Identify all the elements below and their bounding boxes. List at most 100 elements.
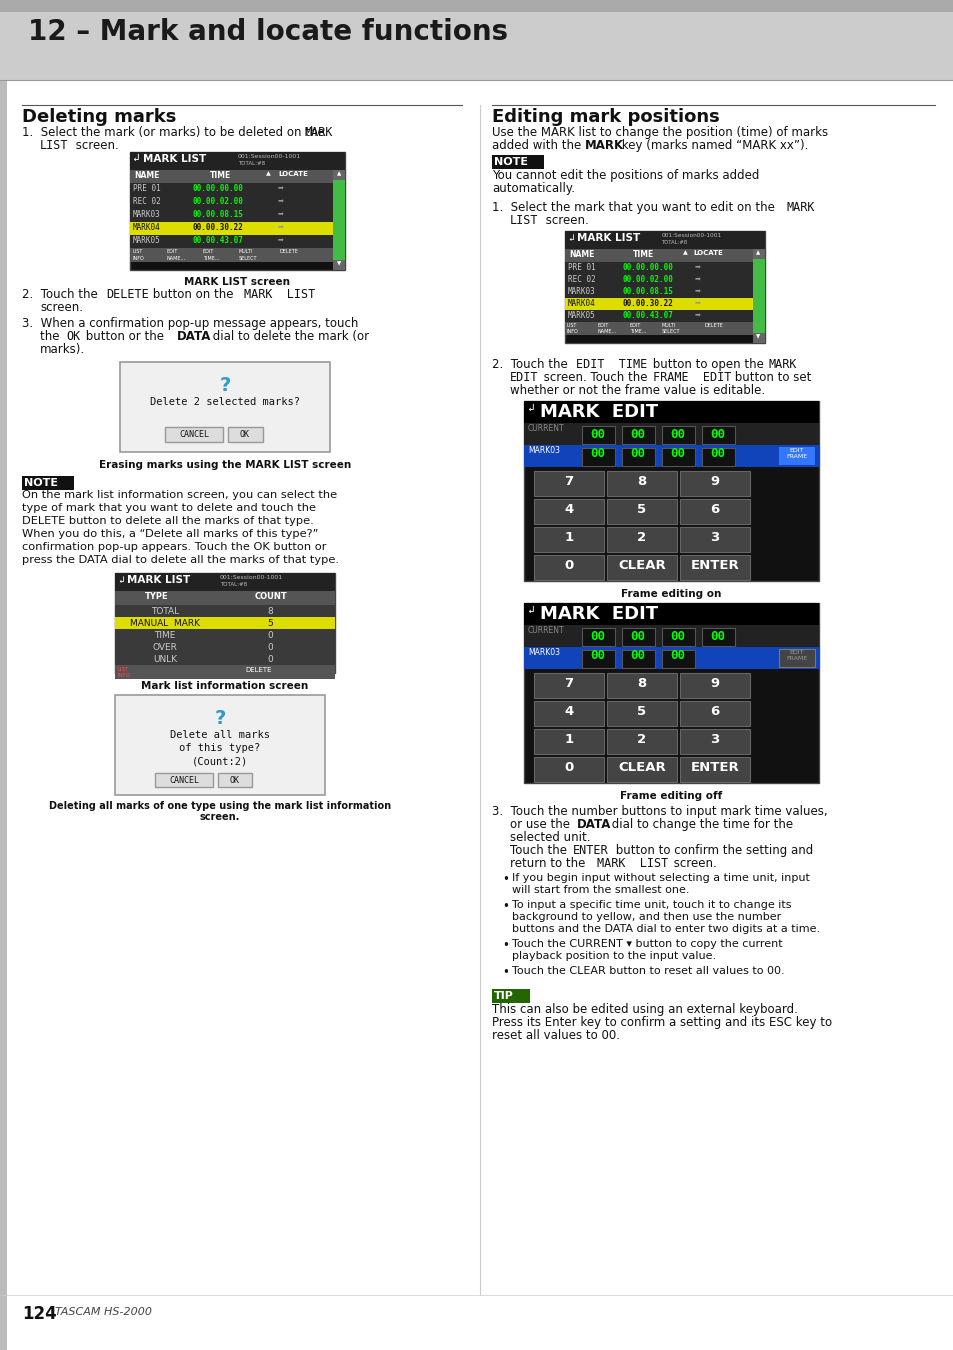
Text: ➡: ➡ — [277, 185, 284, 190]
FancyBboxPatch shape — [523, 401, 818, 423]
Text: 0: 0 — [267, 655, 273, 664]
Text: ↲: ↲ — [132, 153, 139, 163]
Text: ➡: ➡ — [695, 312, 700, 319]
FancyBboxPatch shape — [228, 427, 263, 441]
Text: TIME: TIME — [633, 250, 654, 259]
Text: INFO: INFO — [118, 674, 131, 678]
Text: You cannot edit the positions of marks added: You cannot edit the positions of marks a… — [492, 169, 759, 182]
FancyBboxPatch shape — [679, 555, 749, 580]
Text: ▲: ▲ — [266, 171, 271, 176]
Text: CURRENT: CURRENT — [527, 424, 564, 433]
Text: DELETE: DELETE — [280, 248, 298, 254]
Text: will start from the smallest one.: will start from the smallest one. — [512, 886, 689, 895]
FancyBboxPatch shape — [581, 649, 615, 668]
FancyBboxPatch shape — [534, 500, 603, 524]
Text: 001:Session00-1001: 001:Session00-1001 — [220, 575, 283, 580]
Text: whether or not the frame value is editable.: whether or not the frame value is editab… — [510, 383, 764, 397]
Text: MARK  EDIT: MARK EDIT — [539, 404, 658, 421]
Text: MARK: MARK — [305, 126, 334, 139]
Text: NAME: NAME — [568, 250, 594, 259]
Text: ▼: ▼ — [336, 261, 341, 266]
Text: 3: 3 — [710, 531, 719, 544]
FancyBboxPatch shape — [534, 757, 603, 782]
FancyBboxPatch shape — [564, 310, 752, 323]
Text: CLEAR: CLEAR — [618, 559, 665, 572]
Text: 1: 1 — [564, 531, 573, 544]
Text: screen.: screen. — [71, 139, 118, 153]
FancyBboxPatch shape — [523, 446, 818, 467]
FancyBboxPatch shape — [564, 248, 752, 262]
Text: 00: 00 — [670, 630, 685, 643]
FancyBboxPatch shape — [115, 666, 335, 679]
Text: 00: 00 — [590, 447, 605, 460]
Text: CANCEL: CANCEL — [169, 776, 199, 784]
Text: 0: 0 — [267, 630, 273, 640]
Text: 1.  Select the mark that you want to edit on the: 1. Select the mark that you want to edit… — [492, 201, 778, 215]
Text: TOTAL: TOTAL — [151, 608, 179, 616]
Text: added with the: added with the — [492, 139, 584, 153]
FancyBboxPatch shape — [534, 471, 603, 495]
FancyBboxPatch shape — [679, 729, 749, 755]
Text: 00: 00 — [630, 428, 645, 441]
FancyBboxPatch shape — [661, 448, 695, 466]
Text: FRAME: FRAME — [785, 656, 807, 662]
Text: TASCAM HS-2000: TASCAM HS-2000 — [55, 1307, 152, 1318]
Text: EDIT: EDIT — [203, 248, 214, 254]
Text: 00.00.08.15: 00.00.08.15 — [193, 211, 244, 219]
FancyBboxPatch shape — [130, 184, 333, 196]
Text: •: • — [501, 940, 508, 952]
FancyBboxPatch shape — [165, 427, 223, 441]
FancyBboxPatch shape — [130, 221, 333, 235]
FancyBboxPatch shape — [115, 572, 335, 591]
FancyBboxPatch shape — [115, 695, 325, 795]
Text: MULTI: MULTI — [661, 323, 676, 328]
Text: 00.00.00.00: 00.00.00.00 — [193, 184, 244, 193]
Text: 4: 4 — [564, 504, 573, 516]
Text: PRE 01: PRE 01 — [567, 263, 595, 271]
Text: playback position to the input value.: playback position to the input value. — [512, 950, 716, 961]
Text: automatically.: automatically. — [492, 182, 575, 194]
Text: INFO: INFO — [132, 256, 145, 261]
Text: 00.00.00.00: 00.00.00.00 — [622, 263, 673, 271]
Text: screen.: screen. — [669, 857, 716, 869]
Text: 8: 8 — [637, 475, 646, 487]
Text: 00: 00 — [710, 447, 724, 460]
FancyBboxPatch shape — [534, 674, 603, 698]
Text: ➡: ➡ — [277, 238, 284, 243]
FancyBboxPatch shape — [564, 262, 752, 274]
Text: dial to delete the mark (or: dial to delete the mark (or — [209, 329, 369, 343]
Text: DELETE button to delete all the marks of that type.: DELETE button to delete all the marks of… — [22, 516, 314, 526]
FancyBboxPatch shape — [523, 647, 818, 670]
FancyBboxPatch shape — [130, 235, 333, 248]
Text: UNLK: UNLK — [152, 655, 177, 664]
Text: 00: 00 — [590, 630, 605, 643]
FancyBboxPatch shape — [564, 274, 752, 286]
Text: MARK LIST: MARK LIST — [127, 575, 190, 585]
Text: 00: 00 — [630, 447, 645, 460]
FancyBboxPatch shape — [606, 500, 677, 524]
Text: button on the: button on the — [149, 288, 237, 301]
Text: ?: ? — [214, 709, 226, 728]
Text: 00.00.02.00: 00.00.02.00 — [193, 197, 244, 207]
Text: MARK05: MARK05 — [567, 310, 595, 320]
Text: 00.00.02.00: 00.00.02.00 — [622, 275, 673, 284]
FancyBboxPatch shape — [679, 674, 749, 698]
Text: Deleting all marks of one type using the mark list information: Deleting all marks of one type using the… — [49, 801, 391, 811]
FancyBboxPatch shape — [564, 286, 752, 298]
Text: screen. Touch the: screen. Touch the — [539, 371, 651, 383]
Text: MARK LIST: MARK LIST — [577, 234, 639, 243]
Text: MARK LIST: MARK LIST — [143, 154, 206, 163]
Text: Touch the: Touch the — [510, 844, 570, 857]
Text: CLEAR: CLEAR — [618, 761, 665, 774]
Text: NAME...: NAME... — [167, 256, 186, 261]
Text: ➡: ➡ — [695, 300, 700, 306]
Text: Frame editing on: Frame editing on — [620, 589, 720, 599]
Text: button to set: button to set — [730, 371, 810, 383]
Text: key (marks named “MARK xx”).: key (marks named “MARK xx”). — [618, 139, 807, 153]
Text: ➡: ➡ — [695, 275, 700, 282]
Text: FRAME  EDIT: FRAME EDIT — [652, 371, 731, 383]
Text: or use the: or use the — [510, 818, 573, 832]
FancyBboxPatch shape — [130, 170, 333, 184]
Text: EDIT: EDIT — [789, 649, 803, 655]
FancyBboxPatch shape — [661, 427, 695, 444]
